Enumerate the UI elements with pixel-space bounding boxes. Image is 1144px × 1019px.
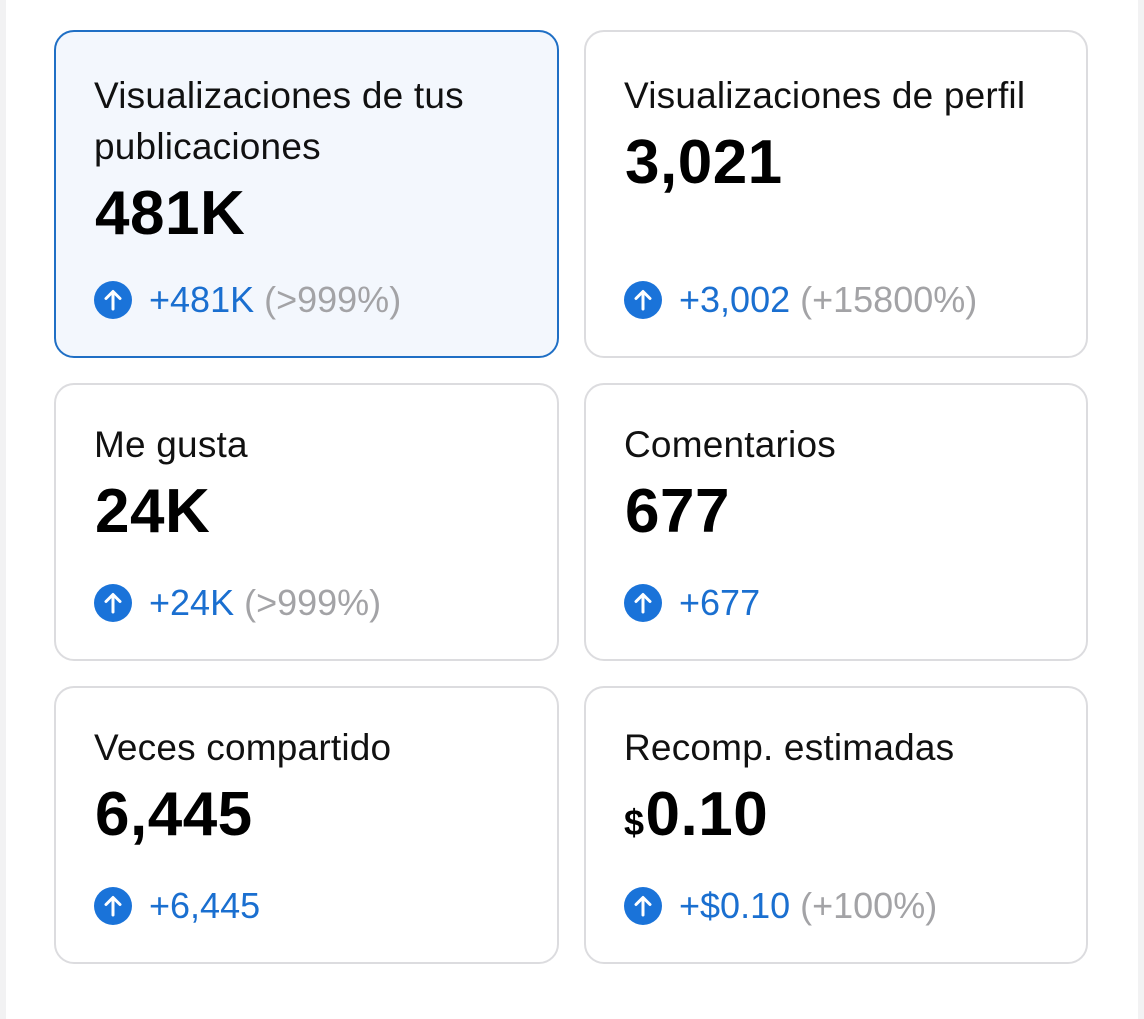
right-edge-strip bbox=[1138, 0, 1144, 1019]
arrow-up-circle-icon bbox=[624, 584, 662, 622]
arrow-up-circle-icon bbox=[94, 584, 132, 622]
arrow-up-circle-icon bbox=[624, 887, 662, 925]
metric-value: 677 bbox=[625, 477, 730, 546]
metric-label: Me gusta bbox=[94, 424, 248, 465]
metric-delta: +481K bbox=[149, 279, 255, 320]
metric-card-likes[interactable]: Me gusta 24K +24K (>999%) bbox=[54, 383, 559, 661]
metric-label: Visualizaciones de tus publicaciones bbox=[94, 75, 464, 167]
metric-delta: +$0.10 bbox=[679, 885, 791, 926]
currency-symbol: $ bbox=[624, 802, 645, 843]
metric-change: +24K (>999%) bbox=[94, 581, 381, 625]
arrow-up-circle-icon bbox=[94, 281, 132, 319]
metric-percent: (>999%) bbox=[264, 279, 402, 320]
metric-value: 6,445 bbox=[95, 780, 253, 849]
metric-value: 3,021 bbox=[625, 128, 783, 197]
metric-label: Veces compartido bbox=[94, 727, 392, 768]
metric-card-shares[interactable]: Veces compartido 6,445 +6,445 bbox=[54, 686, 559, 964]
metric-label: Visualizaciones de perfil bbox=[624, 75, 1026, 116]
metric-label: Recomp. estimadas bbox=[624, 727, 955, 768]
metric-card-estimated-rewards[interactable]: Recomp. estimadas $0.10 +$0.10 (+100%) bbox=[584, 686, 1088, 964]
metric-change: +$0.10 (+100%) bbox=[624, 884, 937, 928]
arrow-up-circle-icon bbox=[94, 887, 132, 925]
metric-label: Comentarios bbox=[624, 424, 836, 465]
arrow-up-circle-icon bbox=[624, 281, 662, 319]
metric-change: +3,002 (+15800%) bbox=[624, 278, 977, 322]
metric-percent: (+15800%) bbox=[800, 279, 978, 320]
metric-delta: +677 bbox=[679, 582, 761, 623]
left-edge-strip bbox=[0, 0, 6, 1019]
metrics-grid: Visualizaciones de tus publicaciones 481… bbox=[54, 30, 1088, 964]
metric-change: +677 bbox=[624, 581, 770, 625]
metric-delta: +6,445 bbox=[149, 885, 261, 926]
metric-delta: +24K bbox=[149, 582, 235, 623]
metric-card-post-views[interactable]: Visualizaciones de tus publicaciones 481… bbox=[54, 30, 559, 358]
metric-percent: (>999%) bbox=[244, 582, 382, 623]
metric-value: 481K bbox=[95, 179, 246, 248]
metric-value: 24K bbox=[95, 477, 211, 546]
metric-percent: (+100%) bbox=[800, 885, 938, 926]
metric-value: $0.10 bbox=[624, 780, 769, 849]
metric-card-comments[interactable]: Comentarios 677 +677 bbox=[584, 383, 1088, 661]
metric-card-profile-views[interactable]: Visualizaciones de perfil 3,021 +3,002 (… bbox=[584, 30, 1088, 358]
metric-delta: +3,002 bbox=[679, 279, 791, 320]
metric-change: +481K (>999%) bbox=[94, 278, 401, 322]
metric-change: +6,445 bbox=[94, 884, 270, 928]
